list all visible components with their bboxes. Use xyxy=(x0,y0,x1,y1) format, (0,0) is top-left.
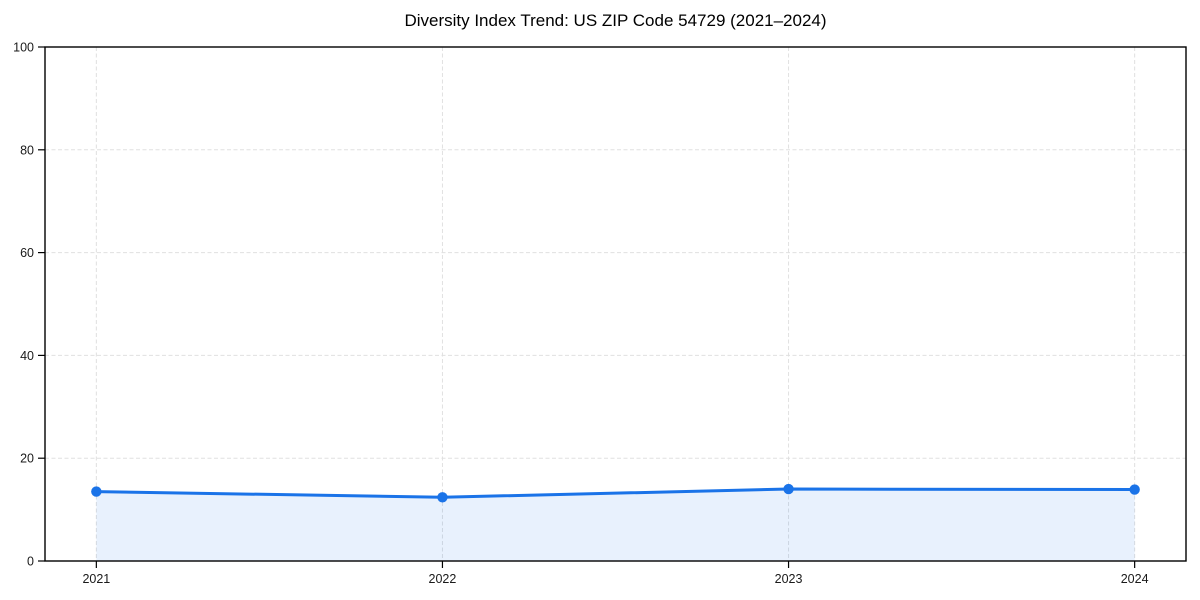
x-tick-label: 2022 xyxy=(429,572,457,586)
plot-border xyxy=(44,46,1187,562)
chart-title: Diversity Index Trend: US ZIP Code 54729… xyxy=(404,11,827,30)
area-fill xyxy=(96,489,1135,561)
tick-labels: 0 20 40 60 80 100 2021 2022 2023 2024 xyxy=(13,41,1148,587)
x-tick-label: 2024 xyxy=(1121,572,1149,586)
data-point-marker xyxy=(1129,484,1140,495)
x-tick-label: 2023 xyxy=(775,572,803,586)
y-tick-label: 40 xyxy=(20,349,34,363)
y-tick-label: 100 xyxy=(13,41,34,55)
y-tick-label: 60 xyxy=(20,246,34,260)
tick-marks xyxy=(38,46,1136,568)
y-tick-label: 20 xyxy=(20,452,34,466)
x-tick-label: 2021 xyxy=(82,572,110,586)
data-point-marker xyxy=(91,486,102,497)
data-point-marker xyxy=(437,492,448,503)
gridlines xyxy=(45,46,1186,561)
data-point-marker xyxy=(783,483,794,495)
y-tick-label: 0 xyxy=(27,555,34,569)
y-tick-label: 80 xyxy=(20,143,34,157)
data-point-markers xyxy=(91,483,1140,503)
trend-line xyxy=(94,487,1137,499)
